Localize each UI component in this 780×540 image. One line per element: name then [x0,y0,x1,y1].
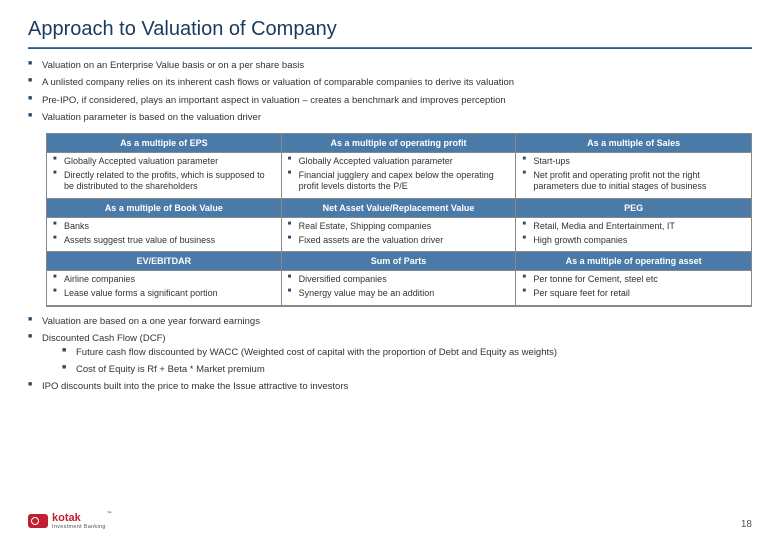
logo-brand: kotak [52,512,106,524]
logo-sub: Investment Banking [52,524,106,530]
grid-header: EV/EBITDAR [47,252,282,271]
grid-cell: Globally Accepted valuation parameter Dir… [47,153,282,199]
sub-bullets: Future cash flow discounted by WACC (Wei… [62,346,752,377]
sub-bullet-item: Future cash flow discounted by WACC (Wei… [62,346,752,360]
cell-item: High growth companies [522,235,745,247]
grid-cell: Retail, Media and Entertainment, IT High … [516,218,751,252]
cell-item: Globally Accepted valuation parameter [288,156,510,168]
slide-title: Approach to Valuation of Company [28,18,752,41]
logo-mark-icon [28,514,48,528]
cell-item: Assets suggest true value of business [53,235,275,247]
bullet-item: Discounted Cash Flow (DCF) Future cash f… [28,332,752,377]
cell-item: Directly related to the profits, which i… [53,170,275,193]
bullet-item: Valuation parameter is based on the valu… [28,111,752,125]
cell-item: Real Estate, Shipping companies [288,221,510,233]
grid-cell: Real Estate, Shipping companies Fixed ass… [282,218,517,252]
grid-cell: Start-ups Net profit and operating profit… [516,153,751,199]
sub-bullet-item: Cost of Equity is Rf + Beta * Market pre… [62,363,752,377]
cell-item: Net profit and operating profit not the … [522,170,745,193]
bullet-item: IPO discounts built into the price to ma… [28,380,752,394]
page-number: 18 [741,519,752,530]
logo-text-wrap: kotak Investment Banking [52,512,106,530]
cell-item: Start-ups [522,156,745,168]
grid-header: As a multiple of Sales [516,134,751,153]
bullet-item: Valuation are based on a one year forwar… [28,315,752,329]
lower-bullets: Valuation are based on a one year forwar… [28,315,752,394]
cell-item: Airline companies [53,274,275,286]
grid-header: As a multiple of operating profit [282,134,517,153]
grid-header: Net Asset Value/Replacement Value [282,199,517,218]
bullet-item: Valuation on an Enterprise Value basis o… [28,59,752,73]
bullet-text: Discounted Cash Flow (DCF) [42,333,166,344]
grid-header: PEG [516,199,751,218]
cell-item: Diversified companies [288,274,510,286]
grid-cell: Airline companies Lease value forms a sig… [47,271,282,305]
logo: kotak Investment Banking [28,512,106,530]
title-rule [28,47,752,49]
grid-header: Sum of Parts [282,252,517,271]
cell-item: Globally Accepted valuation parameter [53,156,275,168]
grid-cell: Globally Accepted valuation parameter Fin… [282,153,517,199]
grid-header: As a multiple of Book Value [47,199,282,218]
cell-item: Lease value forms a significant portion [53,288,275,300]
grid-header: As a multiple of EPS [47,134,282,153]
footer: kotak Investment Banking 18 [28,512,752,530]
grid-header: As a multiple of operating asset [516,252,751,271]
cell-item: Synergy value may be an addition [288,288,510,300]
cell-item: Fixed assets are the valuation driver [288,235,510,247]
cell-item: Financial jugglery and capex below the o… [288,170,510,193]
cell-item: Per tonne for Cement, steel etc [522,274,745,286]
valuation-grid: As a multiple of EPS As a multiple of op… [46,133,752,307]
cell-item: Per square feet for retail [522,288,745,300]
grid-cell: Diversified companies Synergy value may b… [282,271,517,305]
bullet-item: A unlisted company relies on its inheren… [28,76,752,90]
grid-cell: Per tonne for Cement, steel etc Per squar… [516,271,751,305]
bullet-item: Pre-IPO, if considered, plays an importa… [28,94,752,108]
grid-cell: Banks Assets suggest true value of busine… [47,218,282,252]
cell-item: Retail, Media and Entertainment, IT [522,221,745,233]
cell-item: Banks [53,221,275,233]
top-bullets: Valuation on an Enterprise Value basis o… [28,59,752,125]
